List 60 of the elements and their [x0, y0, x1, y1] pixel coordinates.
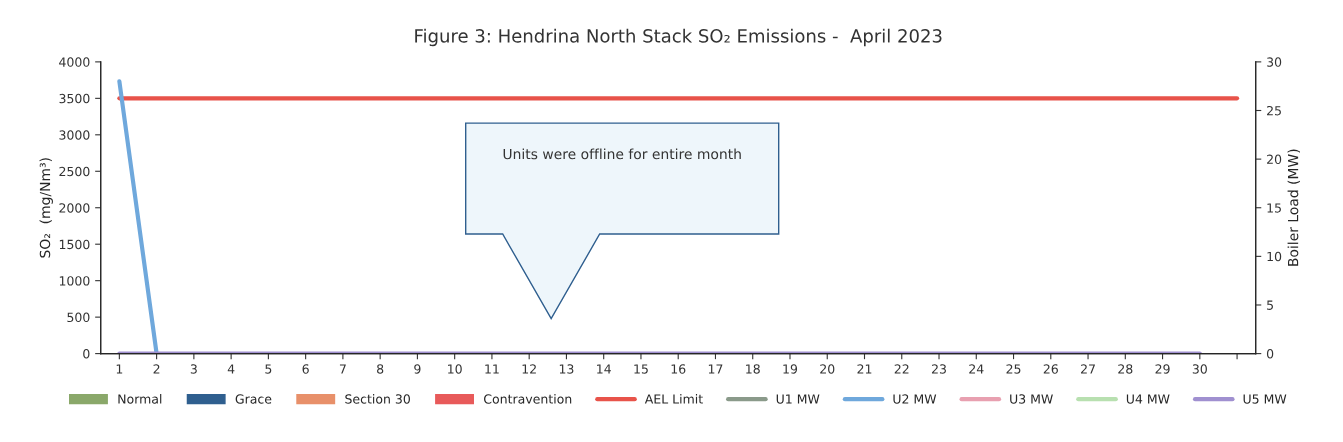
x-tick-label: 8	[377, 364, 384, 374]
x-tick-label: 3	[190, 364, 197, 374]
y-tick-label: 0	[83, 349, 90, 359]
annotation: Units were offline for entire month	[503, 148, 741, 160]
x-tick-label: 4	[227, 364, 235, 374]
x-tick-label: 14	[597, 364, 611, 374]
y2-tick-label: 5	[1267, 300, 1273, 310]
x-tick-label: 5	[265, 364, 272, 374]
y-tick-label: 500	[67, 312, 90, 323]
x-tick-label: 28	[1118, 364, 1133, 374]
x-tick-label: 16	[671, 364, 686, 374]
legend-label: Section 30	[345, 394, 410, 404]
y2-axis-title: Boiler Load (MW)	[1287, 149, 1300, 266]
x-tick-label: 17	[708, 364, 723, 374]
y-tick-label: 1500	[59, 239, 90, 250]
legend-label: U3 MW	[1010, 394, 1053, 404]
y-tick-label: 3000	[59, 130, 90, 140]
chart-title: Figure 3: Hendrina North Stack SO₂ Emissions - April 2023	[415, 28, 942, 47]
x-tick-label: 6	[302, 364, 309, 374]
legend-label: Normal	[118, 394, 162, 404]
y2-tick-label: 30	[1267, 57, 1282, 67]
x-tick-label: 7	[339, 364, 346, 374]
y2-tick-label: 10	[1267, 251, 1282, 262]
x-tick-label: 12	[522, 364, 536, 374]
x-tick-label: 2	[153, 364, 160, 374]
y-tick-label: 3500	[59, 93, 90, 104]
legend-label: AEL Limit	[644, 394, 703, 404]
y2-tick-label: 0	[1266, 349, 1274, 359]
legend-label: U5 MW	[1243, 394, 1287, 404]
legend-label: U2 MW	[893, 394, 937, 404]
y-tick-label: 2500	[59, 166, 90, 177]
x-tick-label: 30	[1192, 364, 1207, 374]
x-tick-label: 10	[448, 364, 462, 374]
legend-label: U1 MW	[776, 394, 820, 404]
x-tick-label: 24	[969, 364, 984, 374]
x-tick-label: 11	[485, 364, 499, 374]
y-axis-title: SO₂ (mg/Nm³)	[39, 158, 53, 258]
y2-tick-label: 15	[1267, 203, 1281, 213]
x-tick-label: 19	[783, 364, 798, 374]
x-tick-label: 18	[746, 364, 760, 374]
y2-tick-label: 25	[1267, 105, 1281, 116]
legend-label: U4 MW	[1126, 394, 1170, 404]
x-tick-label: 15	[634, 364, 648, 374]
x-tick-label: 9	[414, 364, 421, 374]
x-tick-label: 13	[559, 364, 574, 374]
x-tick-label: 1	[116, 364, 123, 374]
x-tick-label: 23	[931, 364, 946, 374]
y-tick-label: 1000	[59, 276, 90, 286]
y-tick-label: 4000	[59, 57, 90, 67]
y-tick-label: 2000	[59, 203, 90, 213]
x-tick-label: 26	[1043, 364, 1058, 374]
x-tick-label: 27	[1081, 364, 1095, 374]
y2-tick-label: 20	[1267, 154, 1282, 165]
x-tick-label: 22	[894, 364, 909, 374]
x-tick-label: 21	[857, 364, 872, 374]
x-tick-label: 29	[1155, 364, 1170, 374]
x-tick-label: 25	[1006, 364, 1021, 374]
legend-label: Grace	[235, 394, 272, 404]
legend-label: Contravention	[484, 394, 572, 404]
x-tick-label: 20	[820, 364, 835, 374]
